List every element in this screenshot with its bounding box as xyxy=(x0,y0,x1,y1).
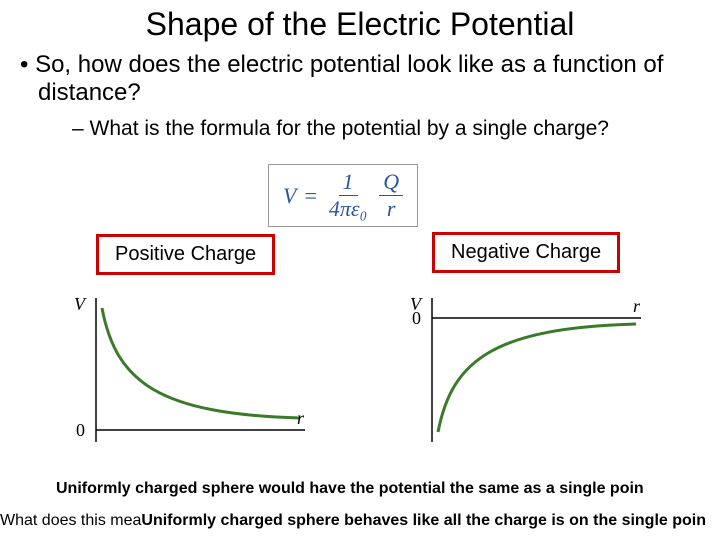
bullet-sub-marker: – xyxy=(72,117,84,140)
svg-text:0: 0 xyxy=(412,308,421,328)
svg-text:V: V xyxy=(74,294,87,314)
formula-eq: V = 1 4πε₀ Q r xyxy=(283,171,403,220)
bullet-main-text: So, how does the electric potential look… xyxy=(35,51,663,106)
bullet-sub: – What is the formula for the potential … xyxy=(0,117,720,141)
chart-positive-svg: Vr 0 xyxy=(60,290,315,450)
footer-right-text: Uniformly charged sphere behaves like al… xyxy=(141,512,706,529)
bullet-sub-text: What is the formula for the potential by… xyxy=(90,117,609,140)
formula-frac2: Q r xyxy=(379,171,403,220)
svg-text:r: r xyxy=(297,408,305,428)
bold-statement-1-text: Uniformly charged sphere would have the … xyxy=(56,480,644,497)
svg-text:r: r xyxy=(633,296,641,316)
positive-charge-text: Positive Charge xyxy=(115,243,256,265)
formula-frac1-num: 1 xyxy=(339,171,358,196)
footer-line: What does this meaUniformly charged sphe… xyxy=(0,512,706,530)
formula-lhs: V xyxy=(283,183,296,209)
page-title: Shape of the Electric Potential xyxy=(0,0,720,43)
title-text: Shape of the Electric Potential xyxy=(146,6,575,42)
formula-equals: = xyxy=(304,183,316,209)
footer-left-text: What does this mea xyxy=(0,512,141,529)
positive-charge-label: Positive Charge xyxy=(96,234,275,275)
chart-negative: Vr0 xyxy=(396,290,651,450)
formula-frac2-num: Q xyxy=(379,171,403,196)
negative-charge-label: Negative Charge xyxy=(432,232,620,273)
formula-frac1-den: 4πε₀ xyxy=(325,196,371,220)
negative-charge-text: Negative Charge xyxy=(451,241,601,263)
formula-frac1: 1 4πε₀ xyxy=(325,171,371,220)
formula-frac2-den: r xyxy=(383,196,400,220)
bullet-main: • So, how does the electric potential lo… xyxy=(0,51,720,107)
chart-negative-svg: Vr0 xyxy=(396,290,651,450)
bullet-main-marker: • xyxy=(20,51,28,78)
svg-text:0: 0 xyxy=(76,420,85,440)
chart-positive: Vr 0 xyxy=(60,290,315,450)
bold-statement-1: Uniformly charged sphere would have the … xyxy=(56,480,644,498)
formula-box: V = 1 4πε₀ Q r xyxy=(268,164,418,227)
